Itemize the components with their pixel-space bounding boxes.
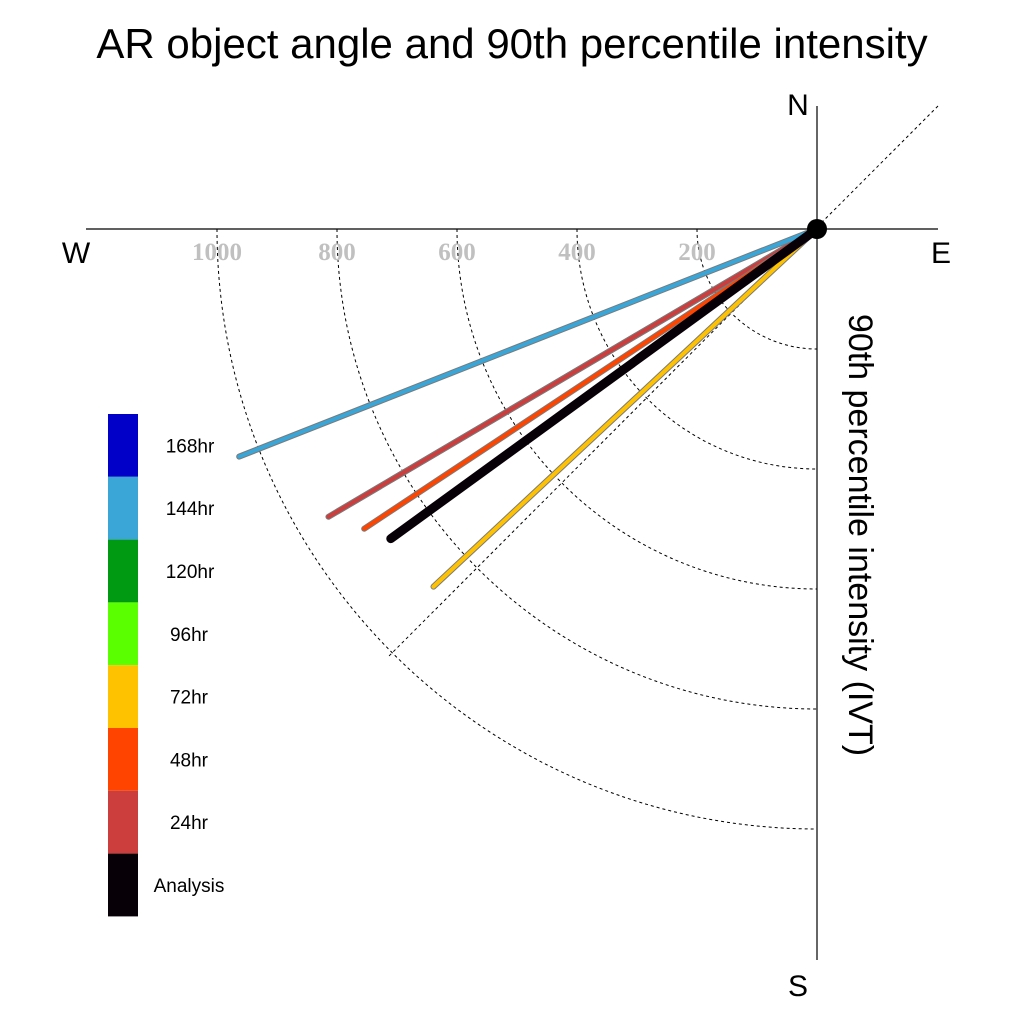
grid-ring-200 [696,228,818,350]
legend-label-96hr: 96hr [170,625,209,646]
legend-label-48hr: 48hr [170,750,209,771]
tick-label-800: 800 [318,239,356,266]
legend-label-72hr: 72hr [170,688,209,709]
legend-swatch-144hr [108,476,138,540]
radial-tick-labels: 200 400 600 800 1000 [192,239,716,266]
origin-point [807,219,827,239]
legend-swatch-72hr [108,665,138,728]
polar-grid [216,105,939,830]
legend-swatch-168hr [108,414,138,477]
grid-ring-600 [456,228,818,590]
legend-label-24hr: 24hr [170,813,209,834]
legend-swatch-96hr [108,602,138,666]
legend-label-168hr: 168hr [166,436,215,457]
compass-axes [86,106,938,960]
tick-label-1000: 1000 [192,239,242,266]
legend-label-analysis: Analysis [154,876,225,897]
series-line-72hr [431,227,819,589]
north-label: N [787,89,809,122]
west-label: W [62,237,91,270]
vector-series [236,224,822,590]
grid-ring-400 [576,228,818,470]
legend-swatch-24hr [108,790,138,854]
tick-label-600: 600 [438,239,476,266]
legend-label-144hr: 144hr [166,499,215,520]
diagonal-guide-line [387,105,939,658]
legend-swatch-120hr [108,539,138,603]
legend: 168hr 144hr 120hr 96hr 72hr 48hr 24hr Analysis [108,414,225,917]
legend-swatch-analysis [108,853,138,917]
legend-swatch-48hr [108,728,138,791]
tick-label-400: 400 [558,239,596,266]
series-line-144hr [237,227,819,459]
radial-axis-label: 90th percentile intensity (IVT) [841,314,879,756]
legend-label-120hr: 120hr [166,562,215,583]
south-label: S [788,970,808,1003]
grid-ring-1000 [216,228,818,830]
east-label: E [931,237,951,270]
series-line-24hr [326,227,819,519]
series-line-analysis [386,224,822,544]
tick-label-200: 200 [678,239,716,266]
chart-title: AR object angle and 90th percentile inte… [96,20,927,67]
